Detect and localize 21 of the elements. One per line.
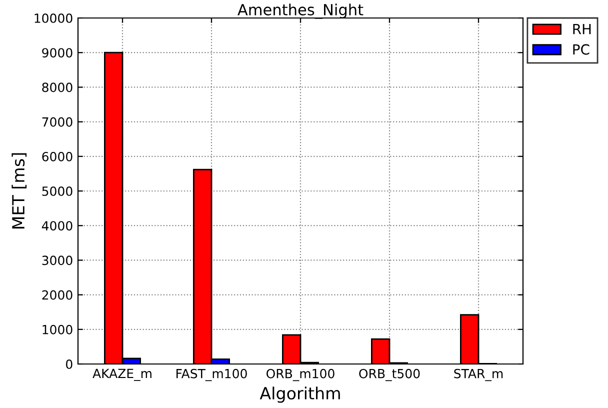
y-tick-label: 7000 [42,117,72,127]
x-tick-label: FAST_m100 [176,368,247,382]
y-tick-label: 9000 [42,48,72,58]
y-tick-label: 0 [66,359,72,369]
y-tick-label: 5000 [42,186,72,196]
x-axis-title: Algorithm [260,386,340,403]
y-tick-label: 6000 [42,152,72,162]
x-tick-label: AKAZE_m [92,368,152,381]
y-axis-title: MET [ms] [12,153,27,229]
y-tick-label: 4000 [42,221,72,231]
y-tick-label: 1000 [42,324,72,334]
legend-label: PC [573,44,590,55]
y-tick-label: 8000 [42,82,72,92]
x-tick-label: ORB_m100 [266,368,334,382]
x-tick-label: STAR_m [454,368,503,382]
y-tick-label: 2000 [42,290,72,300]
legend-label: RH [573,24,591,34]
y-tick-label: 3000 [42,256,72,266]
x-tick-label: ORB_t500 [359,368,420,382]
y-tick-label: 10000 [34,13,72,23]
chart-title: Amenthes_Night [238,4,364,19]
